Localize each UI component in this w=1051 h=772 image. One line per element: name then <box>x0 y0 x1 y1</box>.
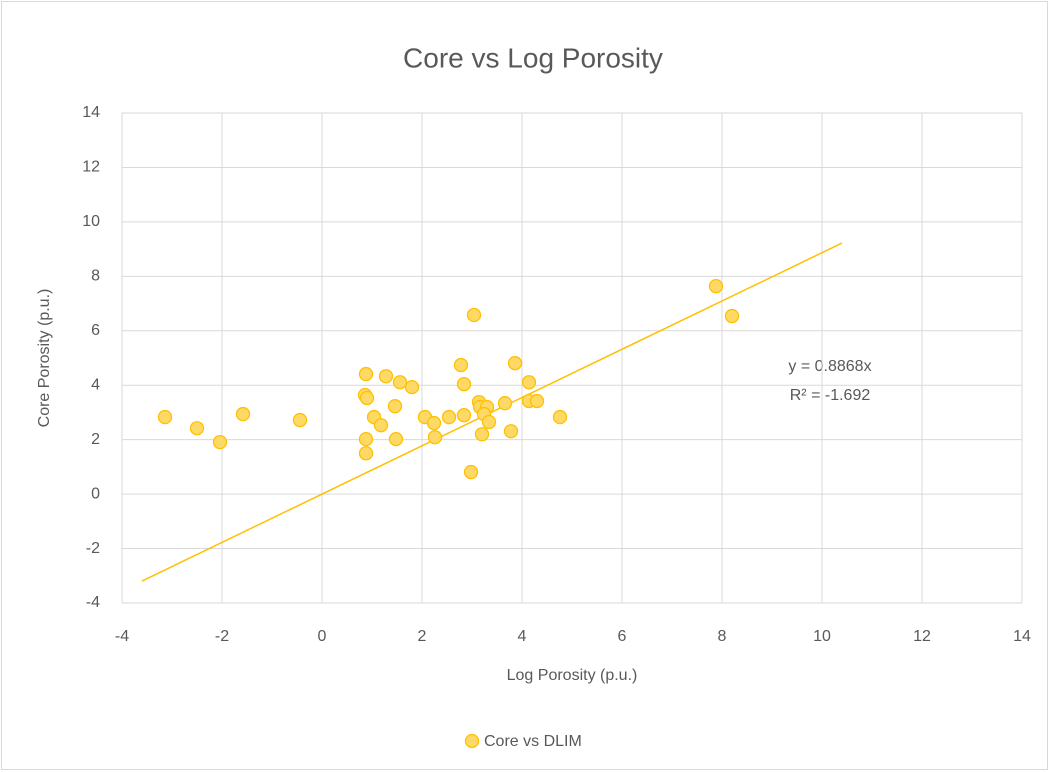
x-tick-label: 0 <box>318 628 327 645</box>
y-tick-label: 12 <box>82 159 100 176</box>
y-axis-label: Core Porosity (p.u.) <box>36 289 53 428</box>
data-point <box>235 406 251 422</box>
legend-label: Core vs DLIM <box>484 733 582 750</box>
y-tick-label: 8 <box>91 268 100 285</box>
trendline-equation: y = 0.8868x <box>788 358 871 375</box>
data-point <box>426 415 442 431</box>
data-point <box>503 424 519 439</box>
y-tick-label: 10 <box>82 213 100 230</box>
y-tick-label: 14 <box>82 104 100 121</box>
legend-marker <box>464 733 480 749</box>
data-point <box>427 430 443 445</box>
data-point <box>387 399 403 414</box>
data-point <box>392 375 408 390</box>
data-point <box>466 307 482 323</box>
y-tick-label: 0 <box>91 485 100 502</box>
data-point <box>497 396 513 411</box>
data-point <box>441 409 457 425</box>
data-point <box>212 434 228 450</box>
x-tick-label: 6 <box>618 628 627 645</box>
data-point <box>456 408 472 423</box>
data-point <box>529 393 545 409</box>
y-tick-label: -4 <box>86 594 100 611</box>
data-point <box>358 366 374 382</box>
data-point <box>388 431 404 447</box>
data-point <box>189 421 205 436</box>
x-tick-label: 8 <box>718 628 727 645</box>
data-point <box>507 356 523 371</box>
y-tick-label: -2 <box>86 540 100 557</box>
x-tick-label: 10 <box>813 628 831 645</box>
data-point <box>724 308 740 324</box>
data-point <box>521 375 537 390</box>
y-tick-label: 6 <box>91 322 100 339</box>
x-tick-label: 2 <box>418 628 427 645</box>
data-point <box>359 390 375 406</box>
trendline-r-squared: R² = -1.692 <box>790 387 871 404</box>
x-tick-label: 4 <box>518 628 527 645</box>
y-tick-label: 2 <box>91 431 100 448</box>
data-point <box>463 464 479 480</box>
data-point <box>378 369 394 384</box>
data-point <box>404 379 420 395</box>
data-point <box>453 357 469 373</box>
data-point <box>708 278 724 294</box>
x-tick-label: -4 <box>115 628 129 645</box>
data-point <box>552 409 568 425</box>
data-point <box>456 376 472 392</box>
x-axis-label: Log Porosity (p.u.) <box>507 667 638 684</box>
data-point <box>358 446 374 461</box>
data-point <box>481 414 497 430</box>
data-point <box>292 412 308 428</box>
y-tick-label: 4 <box>91 376 100 393</box>
data-point <box>474 427 490 442</box>
chart-title: Core vs Log Porosity <box>403 42 663 73</box>
data-point <box>157 409 173 425</box>
x-tick-label: 14 <box>1013 628 1031 645</box>
x-tick-label: -2 <box>215 628 229 645</box>
data-point <box>373 418 389 433</box>
x-tick-label: 12 <box>913 628 931 645</box>
data-point <box>358 431 374 447</box>
